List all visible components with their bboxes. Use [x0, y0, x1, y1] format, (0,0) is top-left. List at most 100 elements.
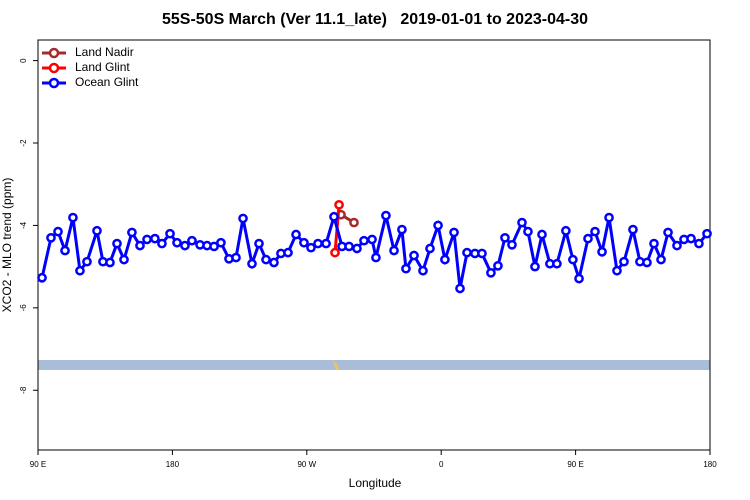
- data-point: [283, 247, 293, 258]
- data-point: [612, 265, 622, 276]
- data-point: [330, 247, 340, 258]
- y-tick-label: 0: [19, 58, 28, 63]
- data-point: [561, 225, 571, 236]
- x-tick-label: 90 E: [30, 460, 46, 469]
- data-point: [477, 248, 487, 259]
- data-point: [119, 254, 129, 265]
- data-point: [663, 227, 673, 238]
- data-point: [702, 228, 712, 239]
- data-point: [523, 226, 533, 237]
- data-point: [597, 246, 607, 257]
- data-point: [574, 273, 584, 284]
- data-point: [306, 242, 316, 253]
- data-point: [694, 238, 704, 249]
- legend-marker: [48, 47, 60, 59]
- data-point: [500, 232, 510, 243]
- data-point: [92, 225, 102, 236]
- data-point: [37, 272, 47, 283]
- data-point: [359, 235, 369, 246]
- data-point: [150, 233, 160, 244]
- land-marker: [331, 360, 339, 370]
- data-point: [105, 257, 115, 268]
- data-point: [409, 250, 419, 261]
- data-point: [127, 227, 137, 238]
- data-point: [425, 243, 435, 254]
- data-point: [418, 265, 428, 276]
- data-point: [628, 224, 638, 235]
- data-point: [401, 263, 411, 274]
- data-point: [261, 254, 271, 265]
- data-point: [321, 238, 331, 249]
- data-point: [349, 217, 359, 228]
- data-point: [157, 238, 167, 249]
- data-point: [381, 210, 391, 221]
- data-point: [165, 228, 175, 239]
- data-point: [552, 258, 562, 269]
- data-point: [537, 229, 547, 240]
- data-point: [371, 252, 381, 263]
- data-point: [334, 199, 344, 210]
- data-point: [329, 211, 339, 222]
- data-point: [449, 227, 459, 238]
- x-tick-label: 90 E: [567, 460, 583, 469]
- data-point: [291, 229, 301, 240]
- data-point: [604, 212, 614, 223]
- data-point: [517, 217, 527, 228]
- plot-frame: [37, 39, 711, 451]
- y-tick-label: -8: [19, 386, 28, 394]
- data-point: [507, 239, 517, 250]
- data-point: [344, 241, 354, 252]
- data-point: [642, 257, 652, 268]
- data-point: [619, 256, 629, 267]
- data-point: [440, 254, 450, 265]
- y-axis-label: XCO2 - MLO trend (ppm): [0, 178, 14, 313]
- data-point: [172, 237, 182, 248]
- data-point: [247, 258, 257, 269]
- data-point: [568, 254, 578, 265]
- x-tick-label: 0: [439, 460, 444, 469]
- data-point: [238, 213, 248, 224]
- x-tick-label: 90 W: [297, 460, 316, 469]
- x-tick-label: 180: [703, 460, 717, 469]
- data-point: [389, 245, 399, 256]
- data-point: [299, 237, 309, 248]
- data-point: [672, 240, 682, 251]
- data-point: [530, 261, 540, 272]
- y-tick-label: -2: [19, 139, 28, 147]
- data-point: [352, 243, 362, 254]
- chart-title: 55S-50S March (Ver 11.1_late) 2019-01-01…: [162, 11, 588, 28]
- data-point: [53, 226, 63, 237]
- legend-label: Land Nadir: [75, 45, 134, 59]
- data-point: [455, 283, 465, 294]
- data-point: [82, 256, 92, 267]
- legend-label: Ocean Glint: [75, 75, 139, 89]
- data-point: [216, 237, 226, 248]
- data-point: [397, 224, 407, 235]
- surface-strip: [38, 360, 710, 370]
- data-point: [180, 240, 190, 251]
- data-point: [686, 233, 696, 244]
- data-point: [254, 238, 264, 249]
- data-point: [367, 234, 377, 245]
- series-line: [40, 211, 709, 289]
- data-point: [313, 238, 323, 249]
- data-point: [135, 240, 145, 251]
- y-tick-label: -6: [19, 304, 28, 312]
- x-axis-label: Longitude: [349, 476, 402, 490]
- data-point: [269, 257, 279, 268]
- data-point: [68, 212, 78, 223]
- data-point: [656, 254, 666, 265]
- x-tick-label: 180: [166, 460, 180, 469]
- data-point: [142, 234, 152, 245]
- data-point: [60, 245, 70, 256]
- data-point: [493, 260, 503, 271]
- data-point: [649, 238, 659, 249]
- legend-marker: [48, 62, 60, 74]
- data-point: [46, 232, 56, 243]
- data-point: [75, 265, 85, 276]
- data-point: [583, 233, 593, 244]
- data-point: [187, 235, 197, 246]
- data-point: [433, 220, 443, 231]
